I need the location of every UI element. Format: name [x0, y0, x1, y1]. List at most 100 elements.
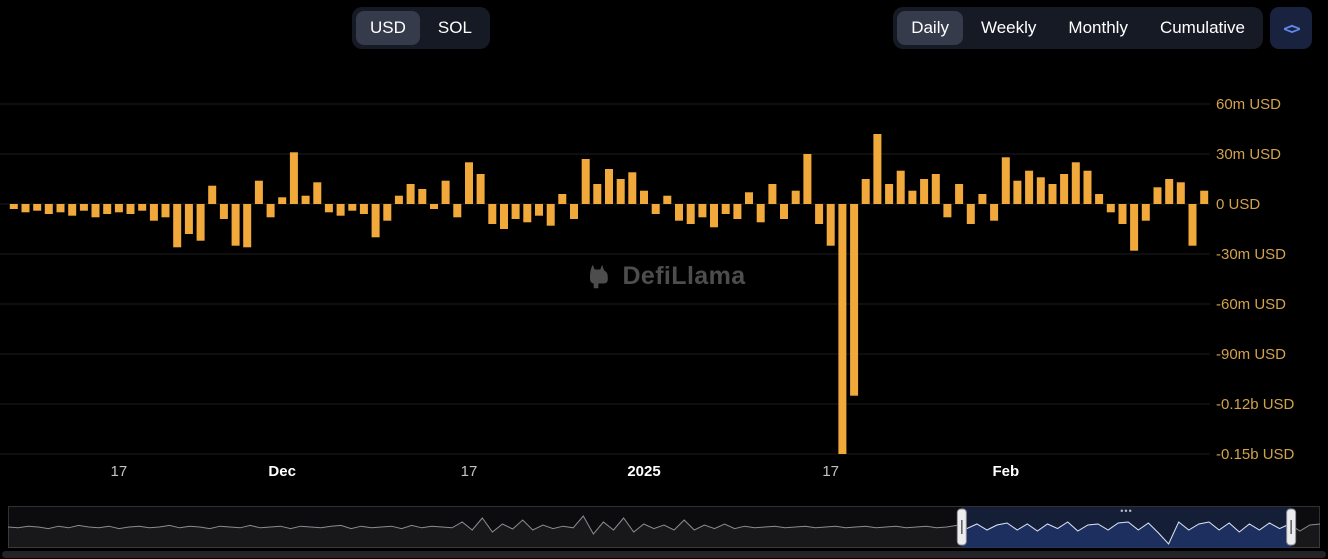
bar[interactable]: [465, 162, 473, 204]
bar[interactable]: [885, 184, 894, 204]
bar[interactable]: [33, 204, 42, 211]
bar[interactable]: [21, 204, 30, 213]
bar[interactable]: [1083, 170, 1092, 204]
bar[interactable]: [651, 204, 660, 214]
bar[interactable]: [1060, 174, 1069, 204]
interval-option-cumulative[interactable]: Cumulative: [1146, 11, 1259, 45]
brush-grip-dots[interactable]: •••: [1120, 506, 1132, 516]
bar[interactable]: [138, 204, 147, 211]
bar[interactable]: [196, 204, 205, 241]
bar[interactable]: [1013, 180, 1022, 204]
bar[interactable]: [745, 192, 753, 204]
bar[interactable]: [44, 204, 53, 214]
bar[interactable]: [675, 204, 683, 221]
bar[interactable]: [1095, 194, 1104, 204]
bar[interactable]: [208, 185, 217, 204]
bar[interactable]: [710, 204, 718, 228]
bar[interactable]: [278, 197, 287, 204]
bar[interactable]: [873, 134, 882, 204]
bar[interactable]: [920, 179, 929, 204]
bar[interactable]: [1153, 187, 1162, 204]
bar[interactable]: [1130, 204, 1139, 251]
bar[interactable]: [500, 204, 508, 229]
bar[interactable]: [535, 204, 543, 216]
interval-option-monthly[interactable]: Monthly: [1054, 11, 1142, 45]
bar[interactable]: [826, 204, 835, 246]
bar[interactable]: [79, 204, 88, 211]
bar[interactable]: [838, 204, 847, 454]
bar[interactable]: [1165, 179, 1174, 204]
bar[interactable]: [931, 174, 940, 204]
bar[interactable]: [1106, 204, 1115, 213]
bar[interactable]: [978, 194, 987, 204]
bar[interactable]: [488, 204, 497, 224]
bar[interactable]: [581, 159, 590, 204]
bar[interactable]: [990, 204, 999, 221]
bar[interactable]: [149, 204, 158, 221]
bar[interactable]: [721, 204, 730, 214]
bar[interactable]: [418, 189, 427, 204]
bar[interactable]: [628, 172, 637, 204]
bar[interactable]: [943, 204, 952, 218]
bar[interactable]: [1141, 204, 1150, 221]
bar[interactable]: [1025, 170, 1034, 204]
embed-code-button[interactable]: <>: [1270, 7, 1312, 50]
bar[interactable]: [313, 182, 322, 204]
bar[interactable]: [955, 184, 964, 204]
bar[interactable]: [231, 204, 240, 246]
bar[interactable]: [56, 204, 65, 213]
bar[interactable]: [219, 204, 228, 219]
bar[interactable]: [91, 204, 100, 218]
bar[interactable]: [1188, 204, 1197, 246]
bar[interactable]: [348, 204, 357, 211]
bar[interactable]: [511, 204, 520, 219]
bar[interactable]: [756, 204, 765, 223]
bar[interactable]: [616, 179, 625, 204]
bar[interactable]: [161, 204, 170, 218]
interval-option-weekly[interactable]: Weekly: [967, 11, 1050, 45]
bar[interactable]: [383, 204, 392, 221]
bar[interactable]: [289, 152, 298, 204]
currency-option-sol[interactable]: SOL: [424, 11, 486, 45]
bar[interactable]: [593, 184, 602, 204]
interval-option-daily[interactable]: Daily: [897, 11, 963, 46]
bar[interactable]: [791, 190, 800, 204]
bar[interactable]: [114, 204, 123, 213]
currency-option-usd[interactable]: USD: [356, 11, 420, 46]
bar[interactable]: [663, 195, 672, 204]
bar[interactable]: [733, 204, 742, 219]
bar[interactable]: [126, 204, 135, 214]
bar[interactable]: [359, 204, 368, 214]
bar[interactable]: [523, 204, 532, 223]
bar[interactable]: [570, 204, 578, 219]
bar[interactable]: [1001, 157, 1010, 204]
horizontal-scrollbar[interactable]: [2, 551, 1326, 558]
bar[interactable]: [908, 190, 917, 204]
bar[interactable]: [406, 184, 415, 204]
bar[interactable]: [768, 184, 777, 204]
bar[interactable]: [453, 204, 462, 218]
bar[interactable]: [558, 194, 567, 204]
bar[interactable]: [803, 154, 812, 204]
bar[interactable]: [780, 204, 788, 219]
bar[interactable]: [966, 204, 975, 224]
bar[interactable]: [430, 204, 438, 209]
bar[interactable]: [173, 204, 182, 248]
bar[interactable]: [686, 204, 695, 224]
bar[interactable]: [476, 174, 485, 204]
bar[interactable]: [266, 204, 275, 218]
bar[interactable]: [103, 204, 112, 214]
bar[interactable]: [1176, 182, 1185, 204]
bar[interactable]: [243, 204, 252, 248]
bar[interactable]: [1200, 190, 1209, 204]
bar[interactable]: [1118, 204, 1127, 224]
bar[interactable]: [1048, 184, 1057, 204]
bar[interactable]: [184, 204, 193, 234]
bar[interactable]: [850, 204, 859, 396]
bar[interactable]: [371, 204, 380, 238]
bar[interactable]: [441, 180, 450, 204]
bar[interactable]: [640, 190, 648, 204]
bar[interactable]: [254, 180, 263, 204]
bar[interactable]: [546, 204, 555, 226]
bar[interactable]: [1071, 162, 1080, 204]
